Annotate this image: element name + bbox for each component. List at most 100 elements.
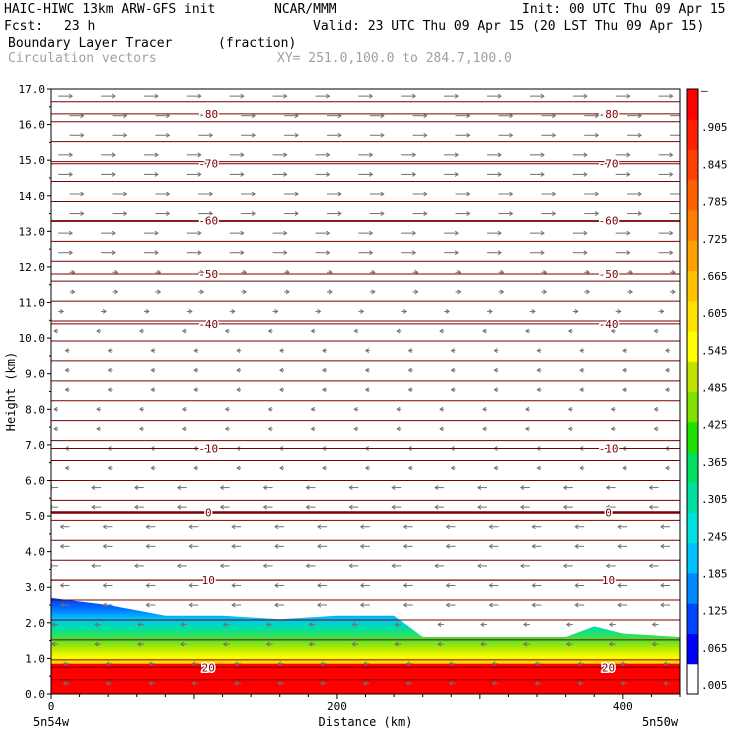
wind-vector-arrow bbox=[102, 602, 113, 608]
wind-vector-arrow bbox=[617, 602, 628, 608]
wind-vector-arrow bbox=[391, 485, 402, 491]
wind-vector-arrow bbox=[407, 367, 413, 373]
colorbar-label: .605 bbox=[701, 307, 728, 320]
wind-vector-arrow bbox=[224, 406, 230, 412]
wind-vector-arrow bbox=[565, 622, 573, 628]
wind-vector-arrow bbox=[96, 426, 102, 432]
colorbar-label: .425 bbox=[701, 419, 728, 432]
wind-vector-arrow bbox=[91, 485, 102, 491]
wind-vector-arrow bbox=[69, 191, 85, 197]
wind-vector-arrow bbox=[627, 132, 643, 138]
wind-vector-arrow bbox=[669, 289, 676, 295]
wind-vector-arrow bbox=[236, 465, 242, 471]
wind-vector-arrow bbox=[277, 680, 285, 686]
wind-vector-arrow bbox=[480, 641, 488, 647]
wind-vector-arrow bbox=[274, 543, 285, 549]
wind-vector-arrow bbox=[605, 563, 616, 569]
x-tick-label: 200 bbox=[327, 700, 347, 713]
wind-vector-arrow bbox=[236, 387, 242, 393]
wind-vector-arrow bbox=[59, 524, 70, 530]
wind-vector-arrow bbox=[143, 171, 159, 177]
wind-vector-arrow bbox=[231, 543, 242, 549]
wind-vector-arrow bbox=[531, 524, 542, 530]
wind-vector-arrow bbox=[241, 211, 257, 216]
wind-vector-arrow bbox=[179, 641, 187, 647]
y-tick-label: 13.0 bbox=[19, 225, 46, 238]
wind-vector-arrow bbox=[455, 211, 471, 216]
wind-vector-arrow bbox=[181, 406, 187, 412]
wind-vector-arrow bbox=[305, 485, 316, 491]
wind-vector-arrow bbox=[620, 680, 628, 686]
wind-vector-arrow bbox=[267, 406, 273, 412]
contour-label: -40 bbox=[599, 318, 619, 331]
wind-vector-arrow bbox=[444, 250, 460, 256]
wind-vector-arrow bbox=[229, 152, 245, 158]
y-tick-label: 16.0 bbox=[19, 119, 46, 132]
wind-vector-arrow bbox=[188, 583, 199, 588]
wind-vector-arrow bbox=[58, 250, 74, 256]
wind-vector-arrow bbox=[229, 171, 245, 177]
wind-vector-arrow bbox=[94, 641, 102, 647]
wind-vector-arrow bbox=[579, 367, 585, 373]
wind-vector-arrow bbox=[434, 563, 445, 569]
wind-vector-arrow bbox=[615, 93, 631, 99]
wind-vector-arrow bbox=[359, 524, 370, 530]
wind-vector-arrow bbox=[193, 348, 199, 353]
wind-vector-arrow bbox=[522, 622, 530, 628]
contour-label: -50 bbox=[599, 268, 619, 281]
colorbar-frame bbox=[686, 88, 699, 695]
wind-vector-arrow bbox=[105, 680, 113, 686]
wind-vector-arrow bbox=[487, 93, 502, 99]
wind-vector-arrow bbox=[96, 406, 102, 412]
wind-vector-arrow bbox=[358, 171, 374, 177]
wind-vector-arrow bbox=[279, 348, 285, 353]
wind-vector-arrow bbox=[665, 367, 670, 373]
wind-vector-arrow bbox=[439, 426, 445, 432]
colorbar-swatch bbox=[687, 361, 698, 392]
wind-vector-arrow bbox=[241, 191, 257, 197]
wind-vector-arrow bbox=[265, 622, 273, 628]
wind-vector-arrow bbox=[455, 191, 471, 197]
y-tick-label: 1.0 bbox=[25, 652, 45, 665]
wind-vector-arrow bbox=[536, 367, 542, 373]
y-tick-label: 11.0 bbox=[19, 297, 46, 310]
wind-vector-arrow bbox=[444, 152, 460, 158]
wind-vector-arrow bbox=[186, 93, 202, 99]
wind-vector-arrow bbox=[186, 230, 202, 236]
wind-vector-arrow bbox=[444, 230, 460, 236]
colorbar-swatch bbox=[687, 421, 698, 453]
wind-vector-arrow bbox=[407, 465, 413, 471]
wind-vector-arrow bbox=[401, 250, 417, 256]
x-tick-label: 0 bbox=[48, 700, 55, 713]
wind-vector-arrow bbox=[391, 504, 402, 510]
y-tick-label: 0.0 bbox=[25, 688, 45, 701]
contour-label: -70 bbox=[198, 158, 218, 171]
wind-vector-arrow bbox=[627, 191, 643, 197]
wind-vector-arrow bbox=[536, 465, 542, 471]
wind-vector-arrow bbox=[59, 543, 70, 549]
wind-vector-arrow bbox=[622, 367, 628, 373]
wind-vector-arrow bbox=[101, 152, 116, 158]
wind-vector-arrow bbox=[574, 602, 585, 608]
wind-vector-arrow bbox=[353, 426, 359, 432]
wind-vector-arrow bbox=[317, 524, 327, 530]
wind-vector-arrow bbox=[615, 230, 631, 236]
wind-vector-arrow bbox=[305, 563, 316, 569]
y-tick-label: 9.0 bbox=[25, 368, 45, 381]
wind-vector-arrow bbox=[658, 250, 674, 256]
wind-vector-arrow bbox=[59, 583, 70, 588]
wind-vector-arrow bbox=[315, 152, 331, 158]
wind-vector-arrow bbox=[541, 289, 548, 295]
contour-label: 0 bbox=[205, 507, 212, 520]
wind-vector-arrow bbox=[577, 661, 585, 667]
wind-vector-arrow bbox=[305, 504, 316, 510]
wind-vector-arrow bbox=[524, 406, 530, 412]
wind-vector-arrow bbox=[359, 583, 370, 588]
wind-vector-arrow bbox=[96, 328, 102, 334]
wind-vector-arrow bbox=[498, 132, 514, 138]
wind-vector-arrow bbox=[222, 622, 230, 628]
wind-vector-arrow bbox=[262, 563, 273, 569]
wind-vector-arrow bbox=[107, 367, 113, 373]
wind-vector-arrow bbox=[574, 583, 585, 588]
colorbar-label: .005 bbox=[701, 679, 728, 692]
